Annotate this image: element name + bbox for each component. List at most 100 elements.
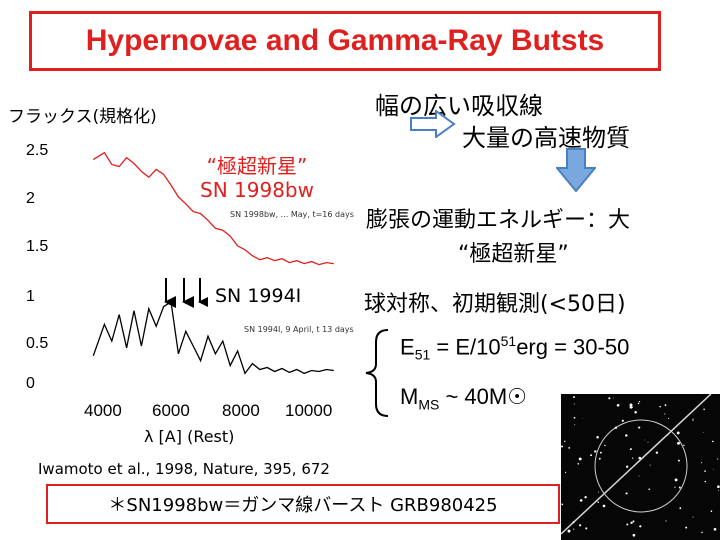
wide-absorption-lines: 幅の広い吸収線 [375, 92, 543, 120]
star-dot [677, 459, 680, 462]
star-dot [602, 504, 606, 508]
star-dot [713, 527, 717, 531]
slide-title: Hypernovae and Gamma-Ray Butsts [85, 24, 605, 57]
star-dot [638, 426, 641, 429]
star-dot [677, 441, 680, 445]
star-dot [561, 445, 564, 448]
star-dot [685, 526, 688, 529]
star-dot [655, 451, 659, 454]
star-dot [579, 524, 582, 527]
star-dot [644, 439, 646, 441]
star-dot [625, 434, 628, 437]
star-dot [692, 418, 694, 419]
x-tick-label: 10000 [285, 401, 333, 420]
sun-symbol-icon: ☉ [507, 384, 527, 409]
hypernova-quote: “極超新星” [458, 242, 569, 267]
star-dot [648, 488, 650, 490]
series-line-sn1998bw [92, 151, 334, 266]
star-dot [626, 523, 629, 526]
kinetic-energy-line: 膨張の運動エネルギー：大 [366, 208, 631, 233]
star-dot [597, 501, 599, 503]
star-dot [614, 426, 618, 429]
star-dot [598, 457, 601, 460]
e51-equation: E51 = E/1051erg = 30-50 [400, 333, 630, 363]
star-dot [579, 499, 583, 502]
star-dot [634, 411, 637, 414]
right-arrow-icon [410, 110, 456, 138]
star-dot [667, 434, 669, 436]
star-dot [573, 396, 575, 399]
star-dot [599, 451, 602, 454]
star-dot [577, 463, 580, 465]
star-dot [664, 404, 667, 407]
star-dot [567, 529, 571, 533]
star-dot [564, 440, 566, 443]
star-dot [717, 458, 719, 460]
star-dot [637, 402, 640, 405]
sn1998bw-small-caption: SN 1998bw, ... May, t=16 days [230, 210, 354, 219]
grb-note-box: ＊SN1998bw＝ガンマ線バースト GRB980425 [46, 484, 560, 524]
star-dot [573, 528, 575, 530]
star-dot [604, 444, 606, 447]
star-dot [692, 516, 694, 518]
star-dot [678, 486, 681, 489]
star-dot [572, 521, 575, 524]
spherical-early-observation: 球対称、初期観測(<50日) [364, 292, 626, 317]
sn1998bw-name: SN 1998bw [200, 178, 314, 202]
star-dot [679, 507, 682, 510]
star-dot [629, 405, 633, 409]
star-dot [621, 419, 624, 422]
x-tick-label: 6000 [152, 401, 190, 420]
y-tick-label: 0 [26, 375, 35, 392]
star-dot [608, 397, 611, 400]
star-dot [585, 527, 588, 530]
star-dot [564, 471, 567, 474]
spectrum-chart [92, 151, 334, 375]
star-dot [584, 496, 587, 499]
y-tick-label: 2 [26, 190, 35, 207]
star-dot [639, 525, 642, 528]
star-dot [692, 419, 694, 421]
y-tick-label: 0.5 [26, 335, 49, 352]
series-line-sn1994i [92, 300, 334, 375]
star-dot [703, 408, 705, 411]
star-dot [701, 531, 703, 534]
citation: Iwamoto et al., 1998, Nature, 395, 672 [38, 460, 330, 478]
star-dot [664, 413, 666, 415]
star-dot [629, 448, 632, 451]
y-tick-label: 2.5 [26, 142, 49, 159]
star-dot [632, 520, 635, 523]
star-dot [625, 465, 629, 468]
star-dot [638, 475, 640, 477]
y-tick-label: 1 [26, 288, 35, 305]
star-dot [665, 520, 667, 522]
absorption-arrows [164, 278, 208, 308]
star-dot [568, 447, 571, 449]
star-dot [638, 400, 641, 403]
y-tick-label: 1.5 [26, 238, 49, 255]
star-dot [717, 485, 720, 488]
star-dot [649, 464, 651, 466]
star-field-graphic [561, 394, 720, 537]
star-dot [596, 435, 599, 439]
star-dot [573, 403, 575, 405]
star-dot [630, 521, 633, 524]
left-brace-icon [365, 329, 389, 417]
star-dot [590, 454, 593, 457]
down-arrow-icon [556, 148, 596, 192]
star-dot [704, 480, 707, 483]
star-dot [674, 486, 676, 488]
star-dot [647, 441, 649, 443]
high-velocity-material: 大量の高速物質 [462, 124, 630, 152]
x-tick-label: 4000 [84, 401, 122, 420]
star-dot [676, 431, 680, 435]
star-dot [578, 457, 582, 461]
sn1994i-small-caption: SN 1994I, 9 April, t 13 days [244, 325, 354, 334]
star-dot [596, 450, 597, 452]
star-dot [713, 468, 714, 470]
star-dot [718, 489, 719, 491]
star-dot [632, 533, 636, 537]
grb-note: ＊SN1998bw＝ガンマ線バースト GRB980425 [108, 495, 498, 516]
star-field-photo [561, 394, 720, 540]
x-axis-label: λ [A] (Rest) [144, 427, 235, 446]
